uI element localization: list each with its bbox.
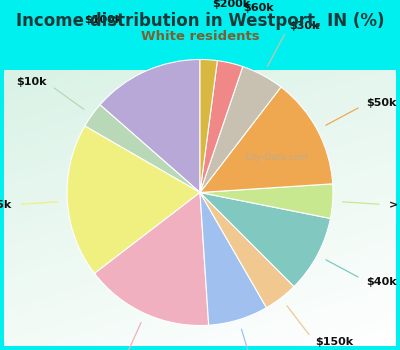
Text: $50k: $50k (367, 98, 397, 108)
Wedge shape (100, 60, 200, 192)
Wedge shape (85, 105, 200, 192)
Wedge shape (200, 61, 243, 192)
Text: $125k: $125k (0, 200, 12, 210)
Text: > $200k: > $200k (388, 200, 400, 210)
Wedge shape (200, 87, 333, 193)
Text: $10k: $10k (16, 77, 46, 88)
Text: $200k: $200k (212, 0, 250, 9)
Wedge shape (67, 126, 200, 273)
Text: $60k: $60k (243, 4, 274, 13)
Text: $100k: $100k (84, 15, 122, 25)
Wedge shape (200, 60, 217, 192)
Wedge shape (94, 193, 209, 326)
Text: White residents: White residents (141, 30, 259, 43)
Wedge shape (200, 193, 266, 325)
Text: $40k: $40k (367, 276, 397, 287)
Wedge shape (200, 193, 330, 287)
Wedge shape (200, 193, 294, 308)
Text: $30k: $30k (289, 21, 320, 31)
Text: City-Data.com: City-Data.com (245, 153, 309, 162)
Wedge shape (200, 66, 281, 192)
Text: $150k: $150k (315, 337, 353, 348)
Text: Income distribution in Westport, IN (%): Income distribution in Westport, IN (%) (16, 12, 384, 30)
Wedge shape (200, 184, 333, 218)
